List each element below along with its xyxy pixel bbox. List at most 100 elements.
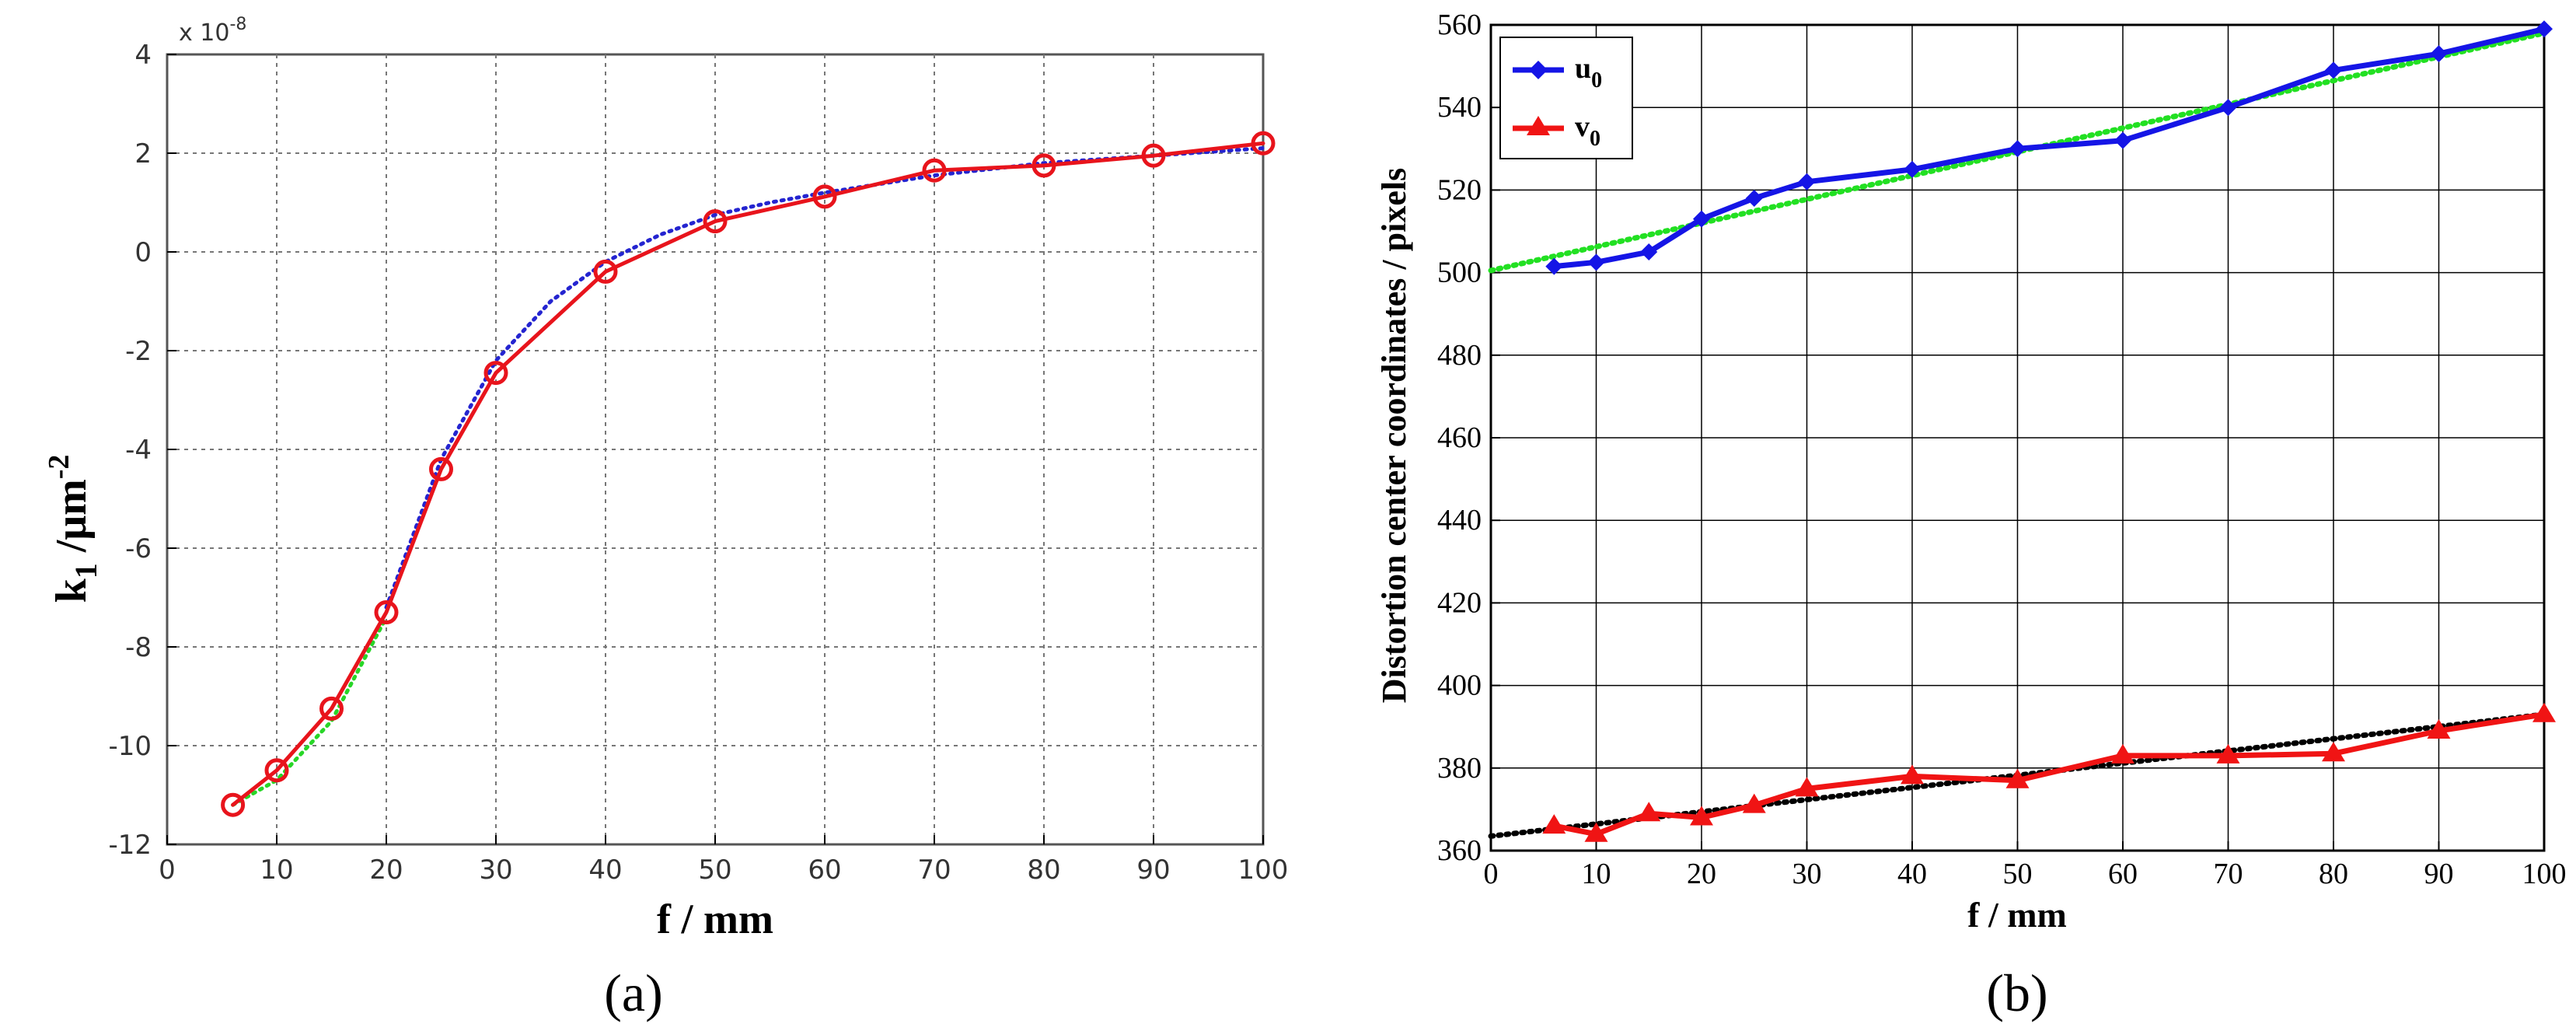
data-point-triangle (1742, 793, 1766, 813)
y-tick-label: 560 (1437, 9, 1482, 41)
data-point-circle (319, 696, 344, 721)
x-tick-label: 20 (1687, 858, 1716, 890)
data-point-triangle (2532, 702, 2556, 722)
x-tick-label: 10 (1582, 858, 1611, 890)
y-tick-label: 540 (1437, 91, 1482, 124)
y-tick-label: -6 (125, 533, 152, 564)
data-point-triangle (1795, 777, 1819, 797)
x-tick-label: 90 (2424, 858, 2454, 890)
data-point-triangle (2216, 743, 2240, 764)
panel-a-ylabel: k1 /μm-2 (43, 455, 103, 603)
data-point-diamond (1640, 243, 1658, 261)
y-tick-label: -12 (108, 830, 152, 861)
data-point-circle (221, 792, 246, 817)
panel-b-ylabel: Distortion center coordinates / pixels (1375, 168, 1413, 703)
data-point-diamond (2430, 45, 2448, 63)
data-point-diamond (1745, 190, 1763, 208)
x-tick-label: 80 (2319, 858, 2348, 890)
y-tick-label: 2 (134, 138, 152, 170)
y-tick-label: 460 (1437, 421, 1482, 454)
data-point-circle (1031, 153, 1056, 178)
panel-b-chart: 0 10 20 30 40 50 60 70 80 90 100 360 380 400 420 440 460… (1375, 9, 2567, 1022)
panel-a-grid (167, 54, 1263, 844)
x-tick-label: 0 (159, 855, 176, 886)
data-point-diamond (2219, 99, 2237, 117)
svg-text:u0: u0 (1575, 52, 1602, 93)
legend-label-v-sub: 0 (1590, 127, 1600, 151)
y-tick-label: 4 (134, 40, 152, 71)
panel-a-xlabel: f / mm (657, 896, 773, 942)
data-point-circle (812, 184, 837, 209)
data-point-circle (703, 209, 728, 234)
panel-b-legend: u0 v0 (1499, 37, 1633, 159)
data-point-diamond (1587, 253, 1605, 271)
panel-a-chart: 0 10 20 30 40 50 60 70 80 90 100-12-10-8-6-4-2024 … (43, 15, 1288, 1022)
y-tick-label: -10 (108, 731, 152, 762)
legend-item-u0: u0 (1513, 52, 1602, 93)
data-point-diamond (1798, 173, 1816, 190)
fit-line-2 (231, 615, 389, 807)
panel-a-caption: (a) (604, 963, 662, 1022)
data-point-circle (1251, 131, 1276, 156)
x-tick-label: 100 (2522, 858, 2567, 890)
x-tick-label: 10 (260, 855, 293, 886)
legend-marker-diamond-icon (1529, 61, 1548, 79)
x-tick-label: 70 (2214, 858, 2243, 890)
y-tick-label: 440 (1437, 504, 1482, 536)
data-point-triangle (2427, 719, 2451, 739)
data-point-triangle (1690, 806, 1713, 826)
data-point-triangle (1542, 814, 1566, 834)
y-tick-label: 0 (134, 237, 152, 268)
panel-b-caption: (b) (1986, 963, 2047, 1022)
x-tick-label: 0 (1484, 858, 1499, 890)
x-tick-label: 60 (808, 855, 841, 886)
legend-label-u-sub: 0 (1591, 68, 1602, 93)
legend-item-v0: v0 (1513, 110, 1600, 151)
y-tick-label: 360 (1437, 834, 1482, 867)
data-point-triangle (2322, 742, 2345, 762)
x-tick-label: 40 (588, 855, 622, 886)
data-point-diamond (2114, 131, 2131, 149)
panel-b-grid (1491, 25, 2544, 851)
legend-label-u: u (1575, 52, 1591, 85)
x-tick-label: 90 (1136, 855, 1170, 886)
y-tick-label: -2 (125, 336, 152, 367)
data-point-triangle (1584, 822, 1608, 842)
data-point-circle (429, 456, 453, 481)
panel-b-tick-labels: 0 10 20 30 40 50 60 70 80 90 100 360 380 400 420 440 460… (1437, 9, 2567, 890)
data-point-diamond (2325, 61, 2342, 79)
data-point-circle (483, 361, 508, 386)
data-point-circle (264, 758, 289, 783)
x-tick-label: 30 (479, 855, 512, 886)
fit-line-1 (384, 146, 1265, 610)
data-point-triangle (1637, 802, 1661, 822)
series-line-0 (231, 141, 1265, 807)
legend-box (1499, 37, 1633, 159)
panel-a-tick-labels: 0 10 20 30 40 50 60 70 80 90 100 -12 -10 -8 -6 -4 -2 0 2 4 (108, 40, 1288, 886)
x-tick-label: 70 (917, 855, 951, 886)
y-tick-label: 500 (1437, 257, 1482, 289)
data-point-diamond (2536, 20, 2553, 38)
data-point-diamond (1904, 160, 1921, 178)
data-point-circle (1141, 143, 1166, 168)
x-tick-label: 50 (2003, 858, 2033, 890)
panel-b-series (1488, 20, 2556, 842)
y-tick-label: 520 (1437, 173, 1482, 206)
data-point-triangle (2005, 768, 2030, 788)
x-tick-label: 50 (698, 855, 731, 886)
panel-b-xlabel: f / mm (1967, 895, 2067, 935)
panel-a-series (221, 131, 1276, 817)
y-tick-label: -8 (125, 632, 152, 663)
x-tick-label: 20 (369, 855, 403, 886)
x-tick-label: 80 (1027, 855, 1060, 886)
x-tick-label: 40 (1897, 858, 1927, 890)
data-point-circle (593, 259, 618, 284)
legend-label-v: v (1575, 110, 1590, 143)
x-tick-label: 60 (2108, 858, 2138, 890)
x-tick-label: 100 (1238, 855, 1289, 886)
data-point-triangle (1901, 764, 1924, 785)
y-tick-label: 420 (1437, 586, 1482, 619)
y-tick-label: 380 (1437, 752, 1482, 785)
legend-marker-triangle-icon (1527, 116, 1550, 135)
